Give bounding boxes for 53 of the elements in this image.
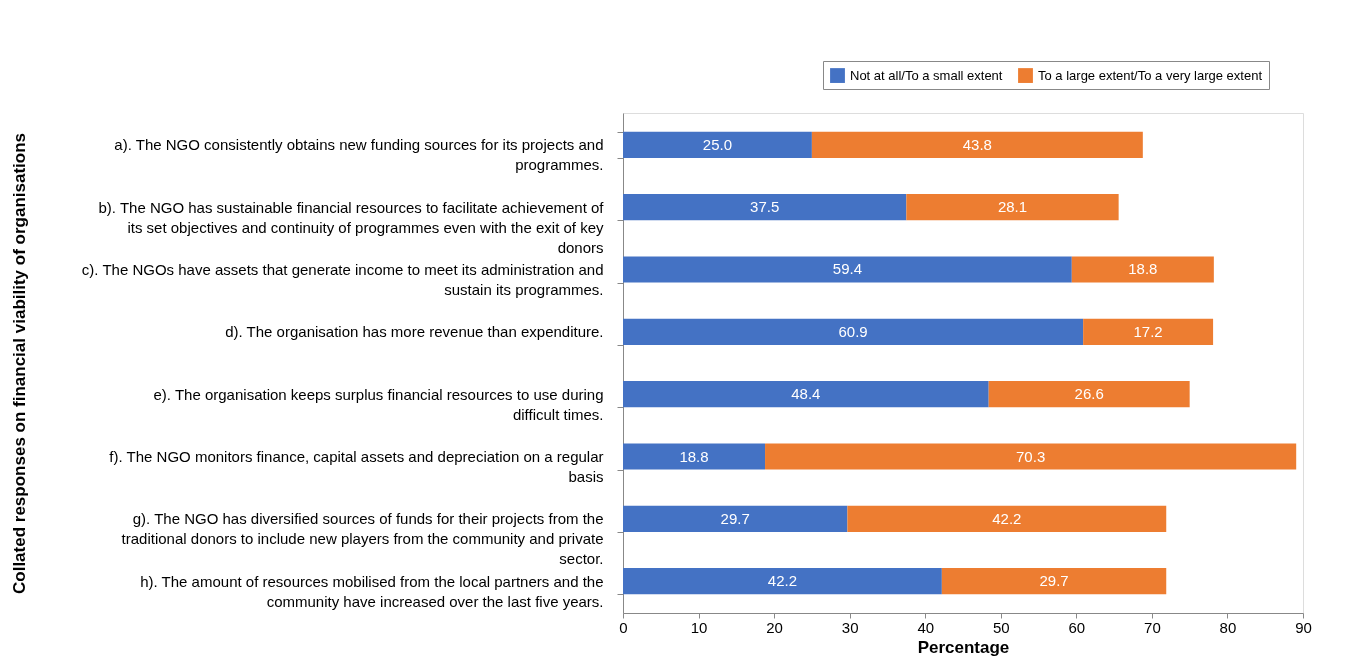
data-label: 43.8 xyxy=(962,135,992,153)
x-tick-label: 70 xyxy=(1144,618,1161,636)
bar xyxy=(623,505,848,532)
x-tick-label: 60 xyxy=(1068,618,1086,636)
bar xyxy=(1071,256,1214,283)
data-label: 29.7 xyxy=(720,509,750,527)
y-tick-label: g). The NGO has diversified sources of funds for their projects from the traditional donors to include new players from the community and private sector. xyxy=(121,510,604,568)
data-label: 18.8 xyxy=(1128,260,1158,278)
bar xyxy=(1083,318,1214,345)
y-tick-label: c). The NGOs have assets that generate income to meet its administration and sustain its programmes. xyxy=(81,260,604,298)
data-label: 17.2 xyxy=(1133,322,1163,340)
legend-label: Not at all/To a small extent xyxy=(850,67,1003,83)
data-label: 42.2 xyxy=(992,509,1022,527)
bar xyxy=(765,443,1297,470)
x-tick-label: 30 xyxy=(841,618,859,636)
x-axis-title: Percentage xyxy=(917,637,1010,656)
bar xyxy=(623,194,907,221)
bar xyxy=(623,443,766,470)
data-label: 42.2 xyxy=(767,572,798,590)
data-label: 29.7 xyxy=(1039,572,1069,590)
data-label: 37.5 xyxy=(750,198,780,216)
x-tick-label: 90 xyxy=(1295,618,1312,636)
x-tick-label: 10 xyxy=(690,618,708,636)
bar xyxy=(623,256,1072,283)
y-tick-label: h). The amount of resources mobilised from the local partners and the community have increased over the last five years. xyxy=(140,572,604,610)
bar xyxy=(988,381,1190,408)
y-tick-label: a). The NGO consistently obtains new funding sources for its projects and programmes. xyxy=(114,136,604,174)
legend-label: To a large extent/To a very large extent xyxy=(1038,67,1263,83)
y-tick-label: d). The organisation has more revenue than expenditure. xyxy=(225,323,604,341)
data-label: 60.9 xyxy=(838,322,868,340)
bar xyxy=(941,568,1167,595)
x-tick-label: 40 xyxy=(917,618,935,636)
y-tick-label: f). The NGO monitors finance, capital assets and depreciation on a regular basis xyxy=(109,448,604,486)
x-tick-label: 0 xyxy=(619,618,628,636)
x-tick-label: 50 xyxy=(992,618,1010,636)
bar xyxy=(811,131,1143,158)
bar xyxy=(623,318,1084,345)
data-label: 25.0 xyxy=(702,135,733,153)
data-label: 26.6 xyxy=(1074,385,1104,403)
y-tick-label: e). The organisation keeps surplus financial resources to use during difficult times. xyxy=(153,385,604,423)
bar xyxy=(623,131,812,158)
data-label: 70.3 xyxy=(1016,447,1046,465)
y-axis-title: Collated responses on financial viability of organisations xyxy=(9,133,29,594)
bar xyxy=(906,194,1119,221)
data-label: 18.8 xyxy=(679,447,709,465)
x-tick-label: 80 xyxy=(1219,618,1237,636)
bar xyxy=(623,381,989,408)
x-tick-label: 20 xyxy=(766,618,783,636)
data-label: 28.1 xyxy=(997,198,1028,216)
bar xyxy=(847,505,1167,532)
bar xyxy=(623,568,942,595)
data-label: 48.4 xyxy=(791,385,821,403)
data-label: 59.4 xyxy=(832,260,862,278)
